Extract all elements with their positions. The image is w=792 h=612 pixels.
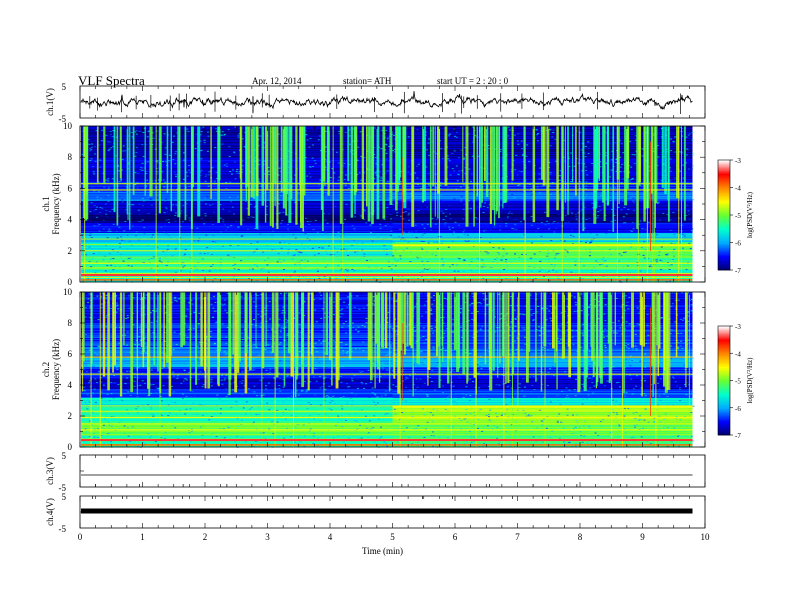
colorbar-tick-label: -5 [735, 212, 741, 220]
colorbar-tick-label: -7 [735, 267, 741, 275]
colorbar-tick-label: -6 [735, 240, 741, 248]
y-tick-label: 10 [63, 287, 73, 297]
y-axis-label: Frequency (kHz) [51, 339, 61, 400]
y-axis-channel-label: ch.1 [41, 196, 51, 211]
y-tick-label: 4 [68, 215, 73, 225]
y-axis-label: Frequency (kHz) [51, 173, 61, 234]
x-tick-label: 1 [140, 532, 145, 542]
colorbar-label: log(PSD(V²/Hz) [746, 357, 754, 404]
y-tick-label: 4 [68, 380, 73, 390]
colorbar-tick-label: -6 [735, 405, 741, 413]
colorbar-label: log(PSD(V²/Hz) [746, 191, 754, 238]
y-tick-label: 2 [68, 246, 73, 256]
x-tick-label: 2 [203, 532, 208, 542]
x-tick-label: 8 [578, 532, 583, 542]
y-tick-label: 5 [62, 492, 67, 502]
y-axis-channel-label: ch.2 [41, 362, 51, 377]
trace-band [81, 508, 693, 514]
y-tick-label: 6 [68, 183, 73, 193]
y-axis-label: ch.3(V) [45, 457, 55, 485]
y-tick-label: 5 [62, 451, 67, 461]
header-title: VLF Spectra [78, 73, 145, 88]
x-tick-label: 5 [390, 532, 395, 542]
y-tick-label: 8 [68, 152, 73, 162]
colorbar-tick-label: -4 [735, 350, 741, 358]
y-tick-label: 6 [68, 349, 73, 359]
y-tick-label: 10 [63, 121, 73, 131]
colorbar-tick-label: -3 [735, 157, 741, 165]
trace-line [80, 91, 693, 110]
y-tick-label: -5 [59, 483, 67, 493]
x-tick-label: 9 [640, 532, 645, 542]
y-tick-label: -5 [59, 524, 67, 534]
colorbar-tick-label: -5 [735, 378, 741, 386]
y-tick-label: -5 [59, 114, 67, 124]
colorbar-tick-label: -4 [735, 185, 741, 193]
colorbar-tick-label: -7 [735, 432, 741, 440]
y-tick-label: 2 [68, 411, 73, 421]
x-tick-label: 3 [265, 532, 270, 542]
spectrogram [81, 126, 695, 283]
x-tick-label: 7 [515, 532, 520, 542]
x-tick-label: 6 [453, 532, 458, 542]
header-station: station= ATH [343, 76, 392, 86]
y-tick-label: 5 [62, 82, 67, 92]
header-date: Apr. 12, 2014 [252, 76, 302, 86]
y-tick-label: 8 [68, 318, 73, 328]
y-axis-label: ch.1(V) [45, 88, 55, 116]
x-tick-label: 10 [701, 532, 711, 542]
x-tick-label: 4 [328, 532, 333, 542]
y-axis-label: ch.4(V) [45, 498, 55, 526]
y-tick-label: 0 [68, 442, 73, 452]
y-tick-label: 0 [68, 277, 73, 287]
x-tick-label: 0 [78, 532, 83, 542]
header-start-ut: start UT = 2 : 20 : 0 [437, 76, 509, 86]
spectrogram [81, 292, 695, 448]
colorbar-tick-label: -3 [735, 323, 741, 331]
x-axis-label: Time (min) [362, 546, 403, 556]
